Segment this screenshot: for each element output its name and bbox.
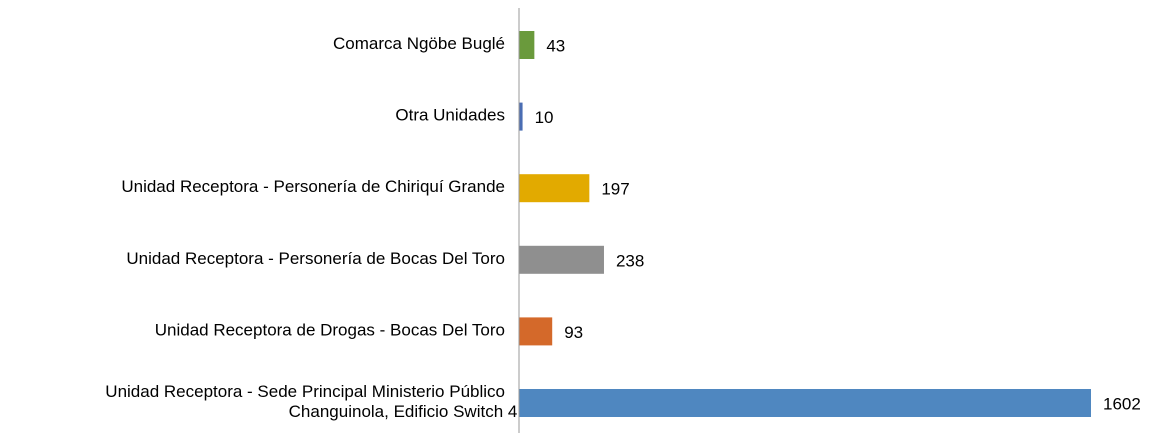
value-label: 1602 xyxy=(1103,394,1141,413)
category-label-line: Otra Unidades xyxy=(395,106,505,125)
category-label-line: Unidad Receptora de Drogas - Bocas Del T… xyxy=(155,321,505,340)
category-label: Unidad Receptora - Sede Principal Minist… xyxy=(105,382,517,421)
category-label: Unidad Receptora - Personería de Bocas D… xyxy=(126,249,505,268)
bar xyxy=(519,31,535,59)
value-label: 10 xyxy=(535,108,554,127)
bar xyxy=(519,102,523,131)
category-label: Unidad Receptora de Drogas - Bocas Del T… xyxy=(155,321,505,340)
category-label-line: Comarca Ngöbe Buglé xyxy=(333,34,505,53)
value-label: 93 xyxy=(564,323,583,342)
value-label: 197 xyxy=(601,180,629,199)
value-label: 238 xyxy=(616,251,644,270)
category-label: Otra Unidades xyxy=(395,106,505,125)
category-label-line: Changuinola, Edificio Switch 4 xyxy=(289,402,518,421)
bar xyxy=(519,174,590,203)
category-label-line: Unidad Receptora - Personería de Bocas D… xyxy=(126,249,505,268)
bar xyxy=(519,317,553,346)
category-label-line: Unidad Receptora - Personería de Chiriqu… xyxy=(121,178,505,197)
category-label-line: Unidad Receptora - Sede Principal Minist… xyxy=(105,382,505,401)
category-label: Comarca Ngöbe Buglé xyxy=(333,34,505,53)
value-label: 43 xyxy=(546,36,565,55)
bar xyxy=(519,389,1091,417)
bar xyxy=(519,245,604,274)
category-label: Unidad Receptora - Personería de Chiriqu… xyxy=(121,178,505,197)
